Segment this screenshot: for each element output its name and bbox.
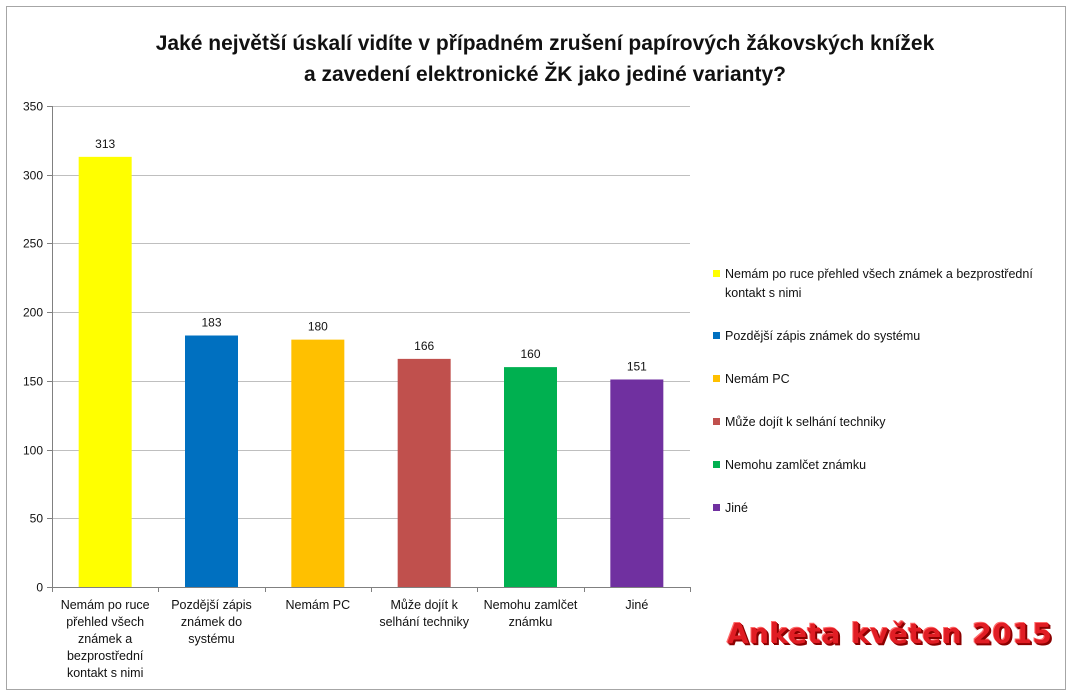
x-category-label: Pozdější zápis známek do systému	[171, 598, 252, 646]
legend-item: Nemám po ruce přehled všech známek a bez…	[713, 265, 1058, 303]
data-label: 151	[627, 359, 647, 373]
data-label: 183	[201, 316, 221, 330]
data-label: 180	[308, 320, 328, 334]
data-label: 166	[414, 339, 434, 353]
y-tick-label: 0	[36, 581, 43, 595]
bar	[504, 367, 557, 587]
legend-swatch	[713, 461, 720, 468]
bar	[78, 156, 132, 587]
y-tick-label: 150	[23, 375, 43, 389]
y-tick-label: 300	[23, 169, 43, 183]
legend-label: Nemám PC	[725, 372, 790, 386]
legend: Nemám po ruce přehled všech známek a bez…	[713, 265, 1058, 542]
y-tick-label: 350	[23, 100, 43, 114]
chart-title-line-1: Jaké největší úskalí vidíte v případném …	[155, 32, 935, 55]
legend-item: Může dojít k selhání techniky	[713, 413, 1058, 432]
legend-swatch	[713, 332, 720, 339]
legend-item: Jiné	[713, 499, 1058, 518]
legend-swatch	[713, 375, 720, 382]
legend-item: Pozdější zápis známek do systému	[713, 327, 1058, 346]
x-category-label: Nemám PC	[285, 598, 351, 612]
legend-label: Nemohu zamlčet známku	[725, 458, 867, 472]
legend-label: Může dojít k selhání techniky	[725, 415, 886, 429]
legend-label: Jiné	[725, 501, 748, 515]
y-tick-label: 100	[23, 444, 43, 458]
data-label: 160	[520, 347, 540, 361]
bar	[397, 358, 451, 587]
y-tick-label: 50	[30, 512, 44, 526]
legend-label: Pozdější zápis známek do systému	[725, 329, 921, 343]
legend-item: Nemám PC	[713, 370, 1058, 389]
bar	[291, 339, 345, 587]
chart-title: Jaké největší úskalí vidíte v případném …	[60, 28, 1030, 90]
legend-swatch	[713, 270, 720, 277]
data-label: 313	[95, 137, 115, 151]
legend-swatch	[713, 504, 720, 511]
y-tick-label: 200	[23, 306, 43, 320]
x-category-label: Nemám po ruce přehled všech známek a bez…	[60, 598, 150, 680]
chart-title-line-2: a zavedení elektronické ŽK jako jediné v…	[303, 63, 787, 86]
legend-label: Nemám po ruce přehled všech známek a bez…	[725, 267, 1033, 300]
x-category-label: Jiné	[625, 598, 649, 612]
bar	[610, 379, 664, 587]
x-category-label: Může dojít k selhání techniky	[379, 598, 469, 629]
bar	[185, 335, 238, 587]
x-category-label: Nemohu zamlčet známku	[483, 598, 578, 629]
legend-swatch	[713, 418, 720, 425]
survey-watermark: Anketa květen 2015	[727, 617, 1053, 650]
y-tick-label: 250	[23, 237, 43, 251]
legend-item: Nemohu zamlčet známku	[713, 456, 1058, 475]
